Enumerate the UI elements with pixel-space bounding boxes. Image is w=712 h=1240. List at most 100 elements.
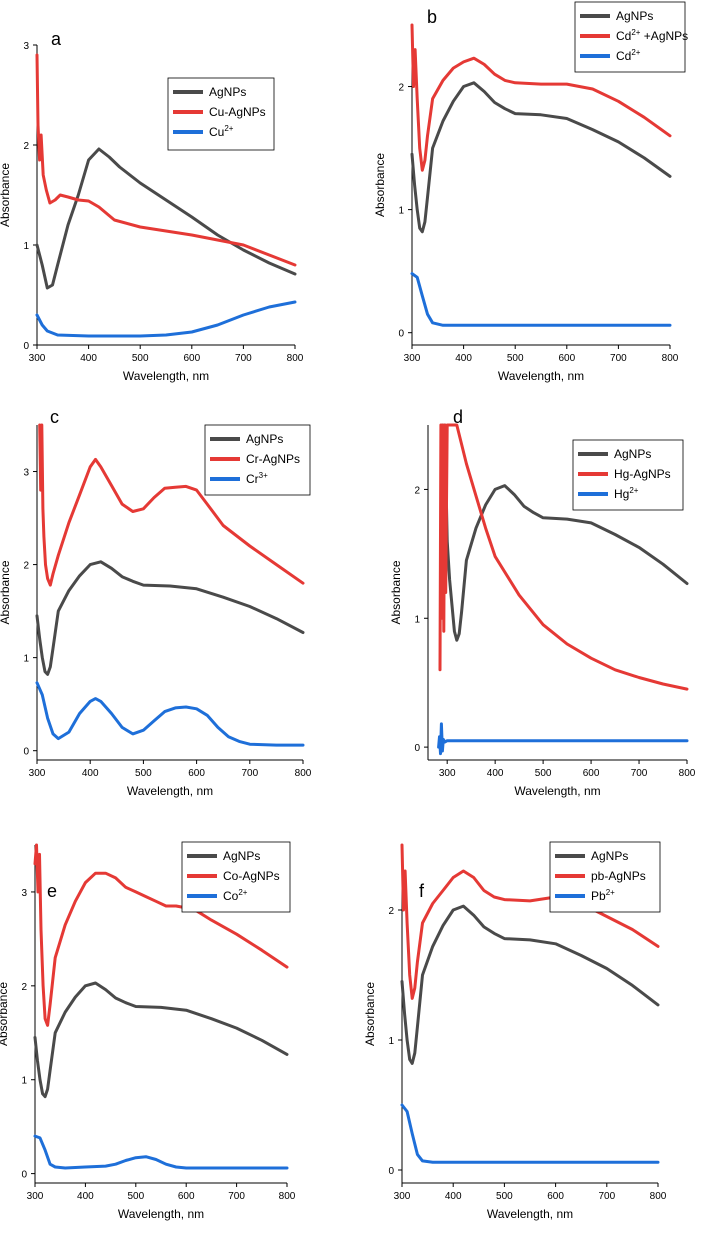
legend-label-text: Cd [616,29,631,43]
legend-label: AgNPs [223,849,260,863]
chart-panel-b: 300 400 500 600 700 800 0 1 2 Wavelength, nm Absor… [373,1,688,383]
legend-label-text: AgNPs [591,849,628,863]
panel-letter: c [50,407,59,427]
legend-label-sup: 2+ [629,486,638,495]
legend-label-text: Pb [591,889,606,903]
legend-label-sup: 2+ [631,28,640,37]
x-tick-label: 300 [439,768,456,779]
y-tick-label: 3 [21,888,27,899]
x-tick-label: 500 [507,353,524,364]
x-tick-label: 600 [547,1191,564,1202]
legend-label: Co-AgNPs [223,869,280,883]
y-tick-label: 2 [414,485,420,496]
x-tick-label: 500 [496,1191,513,1202]
x-tick-label: 500 [132,353,149,364]
legend-label: Hg2+ [614,486,639,501]
legend-label: Hg-AgNPs [614,467,671,481]
x-axis-title: Wavelength, nm [514,784,600,798]
x-tick-label: 300 [394,1191,411,1202]
legend-label-text: Co-AgNPs [223,869,280,883]
legend-label-suffix: +AgNPs [640,29,688,43]
legend-label-sup: 2+ [238,888,247,897]
y-tick-label: 2 [21,982,27,993]
y-tick-label: 1 [398,206,404,217]
x-tick-label: 600 [188,768,205,779]
y-axis-title: Absorbance [0,982,10,1046]
y-axis-title: Absorbance [363,982,377,1046]
series-line-a-2 [35,300,297,338]
y-axis-title: Absorbance [0,163,12,227]
series-line-d-1 [438,423,689,691]
x-tick-label: 500 [535,768,552,779]
x-tick-label: 700 [228,1191,245,1202]
y-axis-title: Absorbance [389,560,403,624]
series-line-b-0 [410,81,672,234]
legend-label-text: Cr-AgNPs [246,452,300,466]
x-tick-label: 500 [135,768,152,779]
x-tick-label: 300 [27,1191,44,1202]
legend-label-text: AgNPs [223,849,260,863]
legend-label-sup: 3+ [259,471,268,480]
y-tick-label: 0 [398,329,404,340]
legend-label: Cu-AgNPs [209,105,266,119]
x-axis-title: Wavelength, nm [118,1207,204,1221]
legend-label: AgNPs [614,447,651,461]
legend-label-text: Co [223,889,239,903]
series-line-b-1 [410,23,672,172]
y-axis-title: Absorbance [373,153,387,217]
chart-panel-d: 300 400 500 600 700 800 0 1 2 Wavelength, nm Absor… [389,407,696,798]
x-tick-label: 700 [598,1191,615,1202]
y-tick-label: 1 [23,241,29,252]
series-line-c-0 [35,560,305,676]
legend-label: Cd2+ +AgNPs [616,28,688,43]
legend-label: Cr-AgNPs [246,452,300,466]
x-tick-label: 400 [445,1191,462,1202]
x-tick-label: 400 [455,353,472,364]
legend-label: AgNPs [616,9,653,23]
x-tick-label: 400 [77,1191,94,1202]
x-tick-label: 800 [295,768,312,779]
legend-label: Cr3+ [246,471,268,486]
y-axis-title: Absorbance [0,560,12,624]
y-tick-label: 0 [23,341,29,352]
legend-label-text: Hg [614,487,629,501]
legend-label-text: AgNPs [616,9,653,23]
legend-label: Cd2+ [616,48,641,63]
legend-label-sup: 2+ [224,124,233,133]
series-line-f-2 [400,1103,660,1164]
x-tick-label: 600 [558,353,575,364]
chart-panel-f: 300 400 500 600 700 800 0 1 2 Wavelength, nm Absor… [363,841,667,1221]
chart-panel-a: 300 400 500 600 700 800 0 1 2 3 Wavelength, nm Abso… [0,29,304,383]
x-axis-title: Wavelength, nm [127,784,213,798]
x-tick-label: 300 [29,768,46,779]
legend-label-text: Cu-AgNPs [209,105,266,119]
y-tick-label: 2 [388,906,394,917]
x-tick-label: 400 [82,768,99,779]
panel-letter: d [453,407,463,427]
x-tick-label: 600 [178,1191,195,1202]
x-axis-title: Wavelength, nm [487,1207,573,1221]
legend-label-text: Cd [616,49,631,63]
legend-label-sup: 2+ [631,48,640,57]
legend-label-text: Cu [209,125,224,139]
legend-label-text: pb-AgNPs [591,869,646,883]
legend-label-sup: 2+ [606,888,615,897]
legend-label: AgNPs [209,85,246,99]
series-line-c-1 [38,423,305,587]
series-line-e-0 [33,981,289,1099]
legend-label-text: AgNPs [614,447,651,461]
y-tick-label: 1 [23,654,29,665]
x-tick-label: 700 [610,353,627,364]
panel-letter: a [51,29,62,49]
x-tick-label: 700 [235,353,252,364]
x-tick-label: 400 [80,353,97,364]
y-tick-label: 3 [23,41,29,52]
y-tick-label: 0 [23,747,29,758]
x-axis-title: Wavelength, nm [123,369,209,383]
x-tick-label: 600 [583,768,600,779]
series-line-c-2 [35,681,305,747]
y-tick-label: 1 [388,1036,394,1047]
series-line-d-2 [437,722,689,756]
y-tick-label: 1 [21,1076,27,1087]
